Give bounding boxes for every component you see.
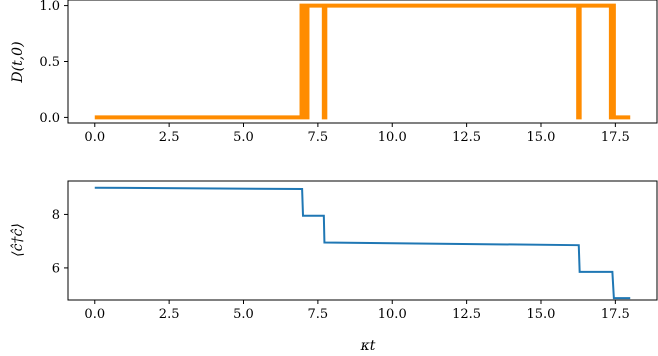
top-y-tick-label: 0.5	[39, 55, 60, 70]
top-x-ticks: 0.0 2.5 5.0 7.5 10.0 12.5 15.0 17.5	[84, 123, 630, 145]
top-x-tick-label: 17.5	[601, 130, 630, 145]
bot-y-tick-label: 8	[52, 208, 60, 223]
top-series-line-0	[94, 3, 631, 120]
top-axes-frame	[67, 0, 658, 124]
bottom-axes-frame	[67, 180, 658, 301]
bot-x-tick-label: 10.0	[378, 307, 407, 322]
bot-x-tick-label: 7.5	[308, 307, 329, 322]
top-panel: 0.0 2.5 5.0 7.5 10.0 12.5 15.0 17.5 0.0 0.5 1.0 D…	[10, 0, 658, 145]
top-y-tick-label: 0.0	[39, 111, 60, 126]
bot-x-tick-label: 0.0	[84, 307, 105, 322]
bottom-x-axis-label: κt	[360, 338, 376, 354]
bottom-x-ticks: 0.0 2.5 5.0 7.5 10.0 12.5 15.0 17.5	[84, 300, 630, 322]
top-series	[94, 3, 631, 120]
top-x-tick-label: 2.5	[159, 130, 180, 145]
bottom-y-ticks: 68	[52, 208, 68, 276]
top-x-tick-label: 0.0	[84, 130, 105, 145]
bot-x-tick-label: 17.5	[601, 307, 630, 322]
top-x-tick-label: 5.0	[233, 130, 254, 145]
top-x-tick-label: 7.5	[308, 130, 329, 145]
top-x-tick-label: 12.5	[452, 130, 481, 145]
top-y-ticks: 0.0 0.5 1.0	[39, 0, 68, 126]
bot-y-tick-label: 6	[52, 261, 60, 276]
bottom-panel: 0.0 2.5 5.0 7.5 10.0 12.5 15.0 17.5 68 ⟨ĉ†ĉ⟩ κt	[10, 180, 658, 354]
bot-series-line-0	[94, 186, 631, 300]
top-y-axis-label: D(t,0)	[10, 41, 26, 83]
bottom-y-axis-label: ⟨ĉ†ĉ⟩	[10, 223, 26, 257]
bot-x-tick-label: 2.5	[159, 307, 180, 322]
bottom-series	[94, 186, 631, 300]
top-x-tick-label: 15.0	[527, 130, 556, 145]
bot-x-tick-label: 5.0	[233, 307, 254, 322]
bot-x-tick-label: 15.0	[527, 307, 556, 322]
bot-x-tick-label: 12.5	[452, 307, 481, 322]
top-x-tick-label: 10.0	[378, 130, 407, 145]
top-y-tick-label: 1.0	[39, 0, 60, 14]
